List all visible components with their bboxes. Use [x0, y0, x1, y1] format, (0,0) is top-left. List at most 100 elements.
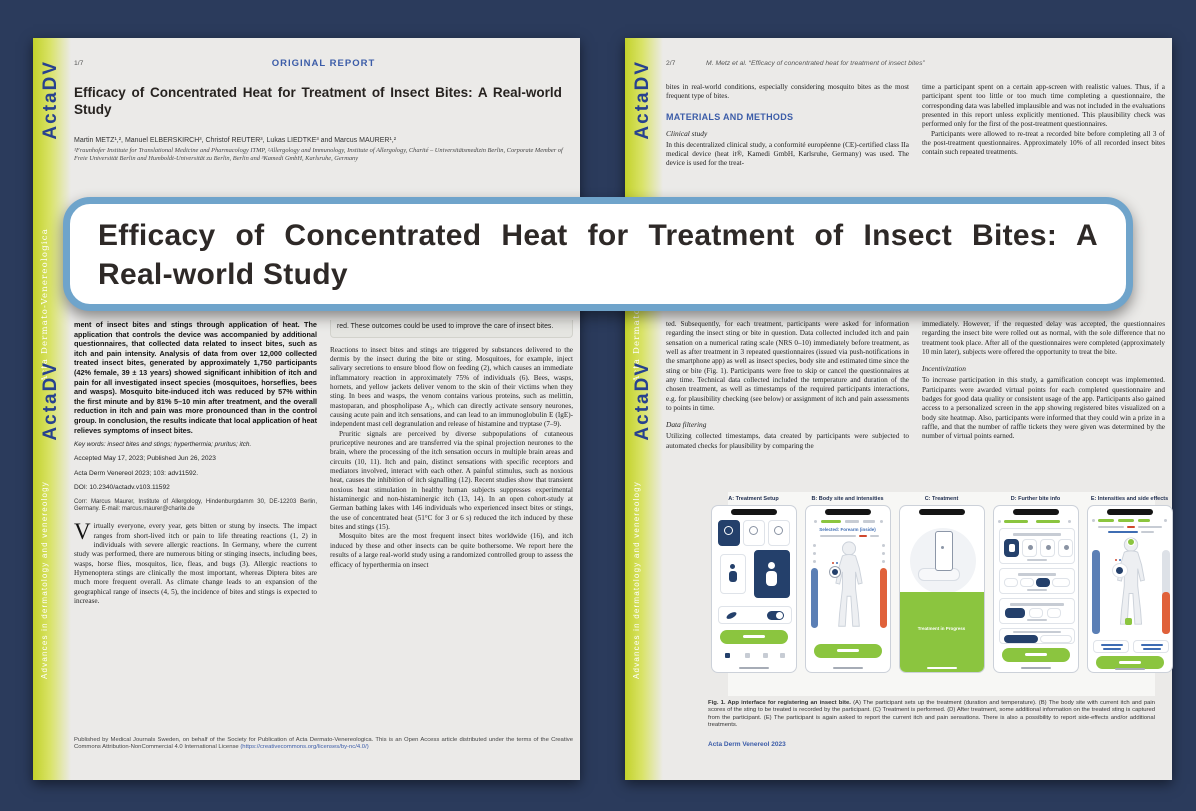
leg-status-marker: [1124, 618, 1132, 625]
home-indicator: [926, 667, 957, 669]
sensitive-skin-row: [717, 606, 792, 624]
phone-mockup-treatment-setup: [710, 505, 797, 673]
figure-1: A: Treatment Setup: [710, 492, 1173, 696]
progress-dot: [879, 520, 883, 523]
question-text-blur: [1017, 573, 1056, 576]
home-indicator: [738, 667, 769, 669]
journal-footer-line: Acta Derm Venereol 2023: [708, 741, 786, 748]
body-paragraph: immediately. However, if the requested d…: [922, 320, 1165, 357]
journal-subtitle-vertical: Advances in dermatology and venereology: [40, 481, 49, 680]
blue-word-blur: [1107, 531, 1138, 533]
progress-bar: [844, 520, 859, 523]
phone-mockup-bite-info: [992, 505, 1079, 673]
subheading-data-filtering: Data filtering: [666, 420, 707, 430]
publisher-footer: Published by Medical Journals Sweden, on…: [74, 737, 573, 751]
page2-right-column: time a participant spent on a certain ap…: [922, 83, 1165, 197]
instruction-red-word: [858, 535, 867, 537]
journal-brand-strip: ActaDV Acta Dermato-Venereologica ActaDV…: [625, 38, 663, 780]
phone-notch: [1012, 509, 1059, 515]
head-status-marker: [1126, 538, 1135, 546]
acta-dv-logo: ActaDV: [632, 60, 653, 140]
phone-mockup-treatment: Treatment in Progress: [898, 505, 985, 673]
panel-label: E: Intensities and side effects: [1090, 496, 1169, 502]
methods-heading: MATERIALS AND METHODS: [666, 111, 794, 122]
question-icon: [1063, 545, 1069, 550]
body-paragraph: bites in real-world conditions, especial…: [666, 83, 909, 101]
pain-intensity-slider: [1161, 592, 1170, 634]
affiliations: ¹Fraunhofer Institute for Translational …: [74, 147, 563, 162]
selected-body-site-text: Selected: Forearm (inside): [819, 527, 876, 532]
question-text-blur: [1012, 533, 1061, 536]
page2-left-column: ted. Subsequently, for each treatment, p…: [666, 320, 909, 490]
toggle-switch-on: [766, 611, 784, 620]
page1-left-column: ment of insect bites and stings through …: [74, 320, 317, 732]
paper-page-2: ActaDV Acta Dermato-Venereologica ActaDV…: [625, 38, 1173, 780]
home-indicator: [1114, 668, 1145, 670]
bite-location-marker: [1111, 563, 1128, 578]
progress-dot: [813, 520, 817, 523]
figure-panel-b: B: Body site and intensities Selected: F…: [804, 496, 891, 673]
license-link[interactable]: (https://creativecommons.org/licenses/by…: [240, 744, 369, 751]
bee-option: [1021, 539, 1037, 557]
nav-icon: [779, 653, 785, 658]
page2-right-column: immediately. However, if the requested d…: [922, 320, 1165, 490]
magnified-title-callout: Efficacy of Concentrated Heat for Treatm…: [63, 197, 1133, 311]
phone-notch: [824, 509, 871, 515]
person-icon-body: [728, 571, 737, 582]
progress-bar: [862, 520, 875, 523]
phone-notch: [918, 509, 965, 515]
drop-cap: V: [74, 519, 91, 545]
body-paragraph: ted. Subsequently, for each treatment, p…: [666, 320, 909, 413]
panel-label: B: Body site and intensities: [811, 496, 884, 502]
red-word-blur: [1126, 526, 1135, 528]
insect-species-card: [998, 528, 1075, 564]
phone-mockup-intensities-side-effects: [1086, 505, 1173, 673]
single-multiple-card: [998, 628, 1075, 644]
citation-line: Acta Derm Venereol 2023; 103: adv11592.: [74, 469, 199, 477]
dont-know-link-blur: [1026, 619, 1047, 621]
panel-label: A: Treatment Setup: [728, 496, 779, 502]
page1-right-column: red. These outcomes could be used to imp…: [330, 320, 573, 732]
segment-selected: [1003, 635, 1038, 643]
page-number: 1/7: [74, 60, 84, 67]
time-since-bite-card: [998, 568, 1075, 594]
next-button: [813, 644, 882, 658]
complete-button: [1095, 656, 1164, 669]
treatment-count-card: [998, 598, 1075, 624]
body-paragraph: In this decentralized clinical study, a …: [666, 140, 909, 168]
journal-subtitle-vertical: Advances in dermatology and venereology: [632, 481, 641, 680]
magnified-article-title: Efficacy of Concentrated Heat for Treatm…: [98, 219, 1098, 291]
marker-dot-red: [831, 562, 834, 564]
home-indicator: [1020, 667, 1051, 669]
acta-dv-logo: ActaDV: [40, 60, 61, 140]
subheading-clinical-study: Clinical study: [666, 128, 708, 138]
panel-label: D: Further bite info: [1010, 496, 1061, 502]
progress-bar-active: [820, 520, 841, 523]
itch-intensity-slider: [810, 568, 818, 628]
mosquito-option-selected: [1003, 539, 1019, 557]
toggle-knob: [775, 612, 783, 619]
journal-brand-strip: ActaDV Acta Dermato-Venereologica ActaDV…: [33, 38, 71, 780]
correspondence: Corr: Marcus Maurer, Institute of Allerg…: [74, 498, 317, 512]
question-text-blur: [1009, 603, 1064, 606]
doi-line: DOI: 10.2340/actadv.v103.11592: [74, 484, 170, 492]
treatment-status-text: Treatment in Progress: [917, 626, 966, 631]
subheading-incentivization: Incentivization: [922, 364, 966, 374]
other-option: [1057, 539, 1073, 557]
side-effects-button: [1092, 640, 1129, 653]
instruction-text-blur: [819, 535, 856, 537]
running-head: M. Metz et al. “Efficacy of concentrated…: [706, 60, 925, 67]
body-paragraph: Reactions to insect bites and stings are…: [330, 345, 573, 429]
page1-columns: ment of insect bites and stings through …: [74, 320, 573, 732]
time-option-selected: [1035, 578, 1050, 587]
adult-body-option-selected: [753, 550, 790, 598]
bite-location-marker: [828, 566, 841, 578]
figure-panel-d: D: Further bite info: [992, 496, 1079, 673]
body-paragraph: time a participant spent on a certain ap…: [922, 83, 1165, 129]
leaf-icon: [724, 610, 738, 621]
body-paragraph: Mosquito bites are the most frequent ins…: [330, 532, 573, 569]
nav-home-icon: [724, 653, 730, 658]
nav-icon: [762, 653, 768, 658]
